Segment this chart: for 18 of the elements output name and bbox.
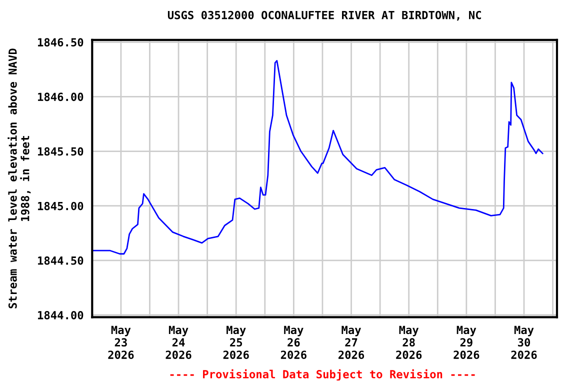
line-series: [92, 60, 544, 255]
chart-title: USGS 03512000 OCONALUFTEE RIVER AT BIRDTOWN, NC: [168, 10, 481, 21]
y-axis-title: Stream water level elevation above NAVD 1988, in feet: [8, 48, 31, 308]
x-tick-label: May 26 2026: [280, 326, 306, 360]
y-tick-label: 1845.00: [38, 202, 84, 210]
y-tick-label: 1846.00: [38, 92, 84, 102]
x-tick-label: May 30 2026: [511, 326, 537, 360]
x-tick-label: May 29 2026: [454, 326, 480, 360]
x-tick-label: May 25 2026: [223, 326, 249, 360]
y-tick-label: 1844.50: [38, 256, 84, 265]
x-tick-label: May 28 2026: [396, 326, 422, 360]
y-tick-label: 1844.00: [38, 310, 84, 320]
x-tick-label: May 27 2026: [338, 326, 364, 360]
x-tick-label: May 24 2026: [166, 326, 192, 360]
x-tick-label: May 23 2026: [108, 326, 134, 360]
y-tick-label: 1846.50: [38, 38, 84, 47]
text: ---- Provisional Data Subject to Revision ----: [170, 369, 475, 381]
y-tick-label: 1845.50: [38, 147, 84, 156]
